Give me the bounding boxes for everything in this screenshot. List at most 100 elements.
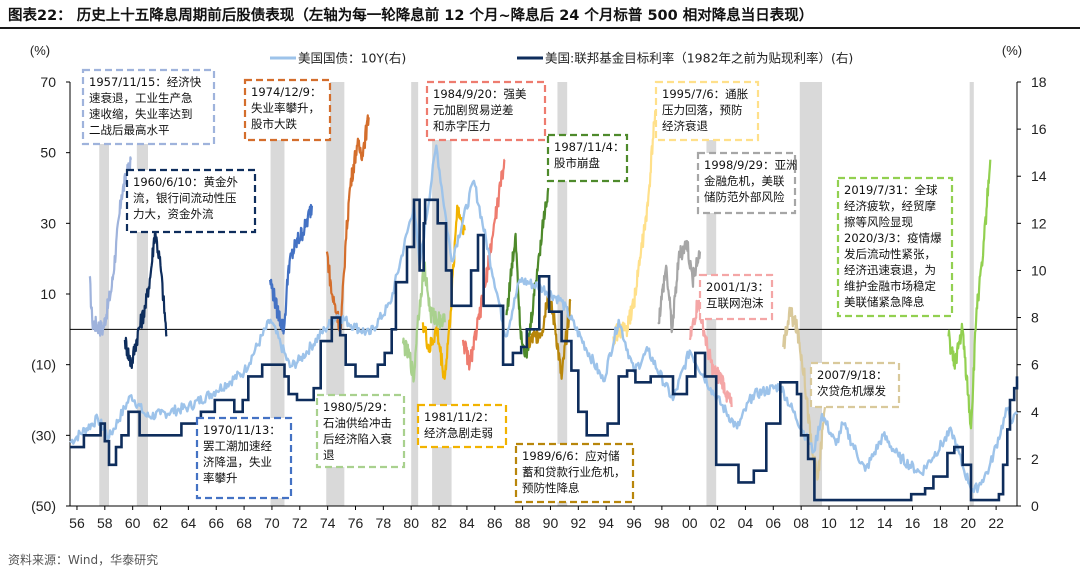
x-tick-label: 60 [125, 515, 141, 531]
x-tick-label: 72 [292, 515, 308, 531]
annotation-text: 罢工潮加速经 [203, 439, 272, 453]
chart-title: 图表22： 历史上十五降息周期前后股债表现（左轴为每一轮降息前 12 个月~降息… [8, 8, 814, 24]
x-tick-label: 00 [682, 515, 698, 531]
x-tick-label: 76 [348, 515, 364, 531]
legend-label: 美国国债：10Y(右) [298, 51, 406, 66]
legend: 美国国债：10Y(右) 美国:联邦基金目标利率（1982年之前为贴现利率）(右) [270, 51, 853, 66]
annotation-box [696, 151, 797, 215]
annotation-text: 1970/11/13： [203, 423, 281, 437]
annotation-text: 元加剧贸易逆差 [433, 103, 514, 117]
right-tick-label: 6 [1031, 357, 1039, 373]
annotation-text: 二战后最高水平 [89, 123, 170, 137]
sp500-cycle-lines [88, 110, 992, 481]
annotation-text: 济降温，失业 [203, 455, 272, 469]
right-tick-label: 8 [1031, 310, 1039, 326]
right-tick-label: 12 [1031, 215, 1047, 231]
annotation-1981: 1981/11/2： 经济急剧走弱 [416, 403, 508, 449]
sp500-cycle-1995-line [612, 110, 657, 346]
recession-band [557, 82, 568, 506]
x-tick-label: 66 [208, 515, 224, 531]
x-tick-label: 12 [849, 515, 865, 531]
annotation-text: 发后流动性紧张， [844, 247, 936, 261]
sp500-cycle-2007-line [782, 306, 827, 481]
x-tick-label: 96 [626, 515, 642, 531]
annotation-text: 经济急剧走弱 [424, 426, 493, 440]
annotation-text: 1960/6/10：黄金外 [133, 175, 238, 189]
x-tick-label: 94 [598, 515, 614, 531]
left-tick-label: 70 [40, 74, 56, 90]
right-tick-label: 18 [1031, 74, 1047, 90]
x-tick-label: 82 [431, 515, 447, 531]
x-tick-label: 92 [571, 515, 587, 531]
annotation-box [514, 442, 635, 504]
annotation-text: 失业率攀升， [251, 101, 320, 115]
rate-lines [69, 144, 1019, 502]
annotation-text: 2020/3/3：疫情爆 [844, 231, 942, 245]
x-tick-label: 74 [320, 515, 336, 531]
annotation-box [81, 68, 216, 146]
annotation-text: 股市崩盘 [554, 156, 600, 170]
annotation-text: 擦等风险显现 [844, 215, 913, 229]
x-tick-label: 80 [403, 515, 419, 531]
x-tick-label: 22 [988, 515, 1004, 531]
x-tick-label: 18 [933, 515, 949, 531]
legend-label: 美国:联邦基金目标利率（1982年之前为贴现利率）(右) [545, 51, 853, 66]
x-tick-label: 88 [515, 515, 531, 531]
recession-band [411, 82, 419, 506]
right-tick-label: 16 [1031, 121, 1047, 137]
annotation-text: 后经济陷入衰 [323, 432, 392, 446]
annotation-text: 速衰退，工业生产急 [89, 91, 193, 105]
recession-band [969, 82, 974, 506]
x-tick-label: 84 [459, 515, 475, 531]
right-tick-label: 4 [1031, 404, 1039, 420]
annotation-box [315, 393, 406, 469]
annotation-box [654, 80, 760, 142]
annotation-text: 经济衰退 [662, 119, 708, 133]
left-tick-label: 50 [40, 145, 56, 161]
right-axis-unit: (%) [1002, 43, 1022, 58]
x-tick-label: 78 [376, 515, 392, 531]
title-rule [0, 27, 1080, 29]
sp500-cycle-1998-line [657, 239, 702, 334]
recession-band [136, 82, 148, 506]
annotation-box [243, 78, 332, 142]
annotation-text: 蓄和贷款行业危机， [522, 465, 626, 479]
sp500-cycle-2001-line [688, 299, 733, 408]
annotation-text: 1995/7/6：通胀 [662, 87, 749, 101]
x-tick-label: 04 [738, 515, 754, 531]
right-tick-label: 10 [1031, 262, 1047, 278]
x-tick-label: 02 [710, 515, 726, 531]
annotation-text: 1987/11/4： [554, 140, 624, 154]
annotation-text: 2019/7/31：全球 [844, 183, 938, 197]
annotation-text: 次贷危机爆发 [817, 384, 886, 398]
annotation-text: 1981/11/2： [424, 410, 494, 424]
annotation-text: 股市大跌 [251, 117, 297, 131]
annotation-text: 压力回落，预防 [662, 103, 743, 117]
x-tick-label: 98 [654, 515, 670, 531]
x-tick-label: 70 [264, 515, 280, 531]
annotation-box [698, 273, 774, 321]
x-tick-label: 58 [97, 515, 113, 531]
x-tick-label: 86 [487, 515, 503, 531]
treasury-10y-line [69, 144, 1019, 494]
annotation-text: 维护金融市场稳定 [844, 279, 936, 293]
annotation-text: 1989/6/6：应对储 [522, 449, 620, 463]
annotation-text: 1957/11/15：经济快 [89, 75, 202, 89]
annotation-text: 2007/9/18： [817, 368, 887, 382]
sp500-cycle-1957-line [88, 156, 132, 337]
right-tick-label: 14 [1031, 168, 1047, 184]
x-tick-label: 16 [905, 515, 921, 531]
annotation-text: 1974/12/9： [251, 85, 321, 99]
annotation-text: 预防性降息 [522, 481, 580, 495]
x-tick-label: 06 [765, 515, 781, 531]
annotation-text: 和赤字压力 [433, 119, 491, 133]
fed-funds-rate-line [70, 198, 1019, 502]
annotation-text: 石油供给冲击 [323, 416, 392, 430]
